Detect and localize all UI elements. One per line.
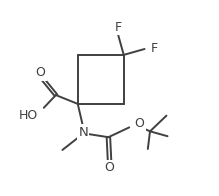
- Text: F: F: [151, 42, 158, 54]
- Text: O: O: [104, 161, 115, 174]
- Text: O: O: [135, 117, 145, 130]
- Text: O: O: [35, 66, 46, 79]
- Text: F: F: [115, 21, 122, 34]
- Text: HO: HO: [19, 109, 38, 122]
- Text: N: N: [78, 126, 88, 139]
